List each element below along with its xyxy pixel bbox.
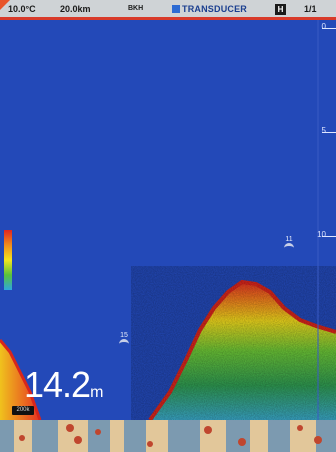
fish-arc-icon [119, 339, 129, 347]
mode-label: BKH [128, 5, 144, 12]
fish-depth-label: 15 [120, 332, 128, 339]
water-temperature: 10.0°C [8, 4, 36, 14]
history-strip-graphic [0, 420, 336, 452]
fish-arc-icon [284, 243, 294, 251]
fish-target[interactable]: 11 [279, 236, 299, 251]
page-indicator: 1/1 [304, 4, 317, 14]
bottom-history-strip [0, 420, 336, 452]
h-button[interactable]: H [275, 4, 286, 15]
fish-depth-label: 11 [285, 236, 293, 243]
transducer-icon [172, 5, 180, 13]
corner-indicator [0, 0, 10, 10]
frequency-badge: 200k [12, 406, 34, 415]
depth-readout: 14.2m [24, 364, 103, 406]
depth-value: 14.2 [24, 364, 91, 405]
distance-readout: 20.0km [60, 4, 91, 14]
source-label: TRANSDUCER [182, 4, 247, 14]
depth-unit: m [90, 384, 104, 401]
source-selector[interactable]: TRANSDUCER [172, 3, 247, 15]
fish-target[interactable]: 15 [114, 332, 134, 347]
gain-color-bar [4, 230, 12, 290]
status-bar: 10.0°C 20.0km BKH TRANSDUCER H 1/1 [0, 0, 336, 20]
sonar-display[interactable]: 0 5 10 11 15 14.2m 200k [0, 20, 336, 420]
sonar-echo-graphic [0, 20, 336, 420]
